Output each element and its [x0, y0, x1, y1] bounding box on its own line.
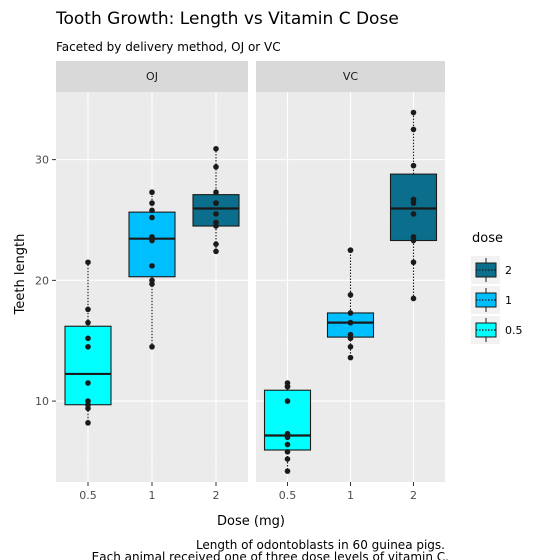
- data-point: [410, 196, 417, 203]
- y-tick-label: 20: [35, 274, 49, 287]
- data-point: [347, 331, 354, 338]
- legend-label: 2: [505, 264, 512, 277]
- facet-strip-label: OJ: [146, 70, 158, 83]
- y-tick-label: 10: [35, 395, 49, 408]
- box-group-2: [192, 145, 240, 255]
- data-point: [284, 449, 291, 455]
- legend-label: 1: [505, 294, 512, 307]
- box-body: [389, 173, 438, 242]
- data-point: [149, 263, 155, 269]
- data-point: [213, 200, 219, 206]
- chart-subtitle: Faceted by delivery method, OJ or VC: [56, 40, 281, 54]
- data-point: [347, 319, 354, 326]
- data-point: [410, 211, 417, 217]
- data-point: [213, 189, 219, 196]
- data-point: [213, 219, 219, 226]
- legend-label: 0.5: [505, 324, 523, 337]
- box-group-1: [326, 247, 375, 361]
- data-point: [347, 343, 354, 350]
- data-point: [213, 248, 219, 255]
- legend-item-1: 1: [471, 286, 512, 314]
- data-point: [284, 468, 291, 474]
- y-tick-label: 30: [35, 154, 49, 167]
- data-point: [410, 295, 417, 302]
- data-point: [347, 310, 354, 316]
- data-point: [85, 420, 91, 426]
- x-tick-label: 0.5: [279, 489, 297, 502]
- caption-line-1: Length of odontoblasts in 60 guinea pigs…: [196, 538, 445, 552]
- data-point: [347, 292, 354, 298]
- facet-strip: [256, 61, 445, 92]
- y-axis-label: Teeth length: [13, 234, 28, 316]
- data-point: [284, 430, 291, 437]
- legend: dose 2 1 0.5: [471, 231, 523, 344]
- data-point: [410, 162, 417, 169]
- data-point: [149, 234, 155, 240]
- data-point: [149, 189, 155, 196]
- x-tick-label: 1: [149, 489, 156, 502]
- data-point: [410, 109, 417, 116]
- data-point: [347, 354, 354, 361]
- chart-title: Tooth Growth: Length vs Vitamin C Dose: [55, 9, 399, 29]
- data-point: [149, 207, 155, 214]
- data-point: [149, 343, 155, 350]
- data-point: [85, 335, 91, 342]
- data-point: [85, 398, 91, 404]
- facet-panel-oj: OJ 0.5 1 2: [56, 61, 248, 502]
- facet-strip: [56, 61, 248, 92]
- data-point: [149, 214, 155, 221]
- legend-item-2: 2: [471, 256, 512, 284]
- box-group-1: [128, 189, 176, 350]
- data-point: [85, 343, 91, 350]
- box-group-0.5: [64, 259, 112, 426]
- box-group-2: [389, 109, 438, 302]
- data-point: [410, 259, 417, 266]
- x-tick-label: 2: [410, 489, 417, 502]
- data-point: [284, 398, 291, 404]
- plot-panels: OJ 0.5 1 2 VC 0.5 1 2 10 20 30: [35, 61, 445, 502]
- y-axis: 10 20 30: [35, 154, 56, 408]
- x-tick-label: 2: [213, 489, 220, 502]
- data-point: [149, 200, 155, 206]
- data-point: [213, 145, 219, 152]
- data-point: [85, 319, 91, 326]
- data-point: [284, 456, 291, 462]
- data-point: [284, 441, 291, 448]
- caption-line-2: Each animal received one of three dose l…: [92, 550, 449, 560]
- data-point: [213, 164, 219, 170]
- x-tick-label: 0.5: [79, 489, 97, 502]
- data-point: [347, 247, 354, 253]
- facet-strip-label: VC: [343, 70, 359, 83]
- data-point: [213, 211, 219, 217]
- data-point: [85, 259, 91, 266]
- data-point: [284, 380, 291, 386]
- legend-title: dose: [472, 231, 503, 246]
- box-group-0.5: [263, 380, 312, 474]
- facet-panel-vc: VC 0.5 1 2: [256, 61, 445, 502]
- data-point: [410, 126, 417, 133]
- data-point: [85, 380, 91, 386]
- x-tick-label: 1: [347, 489, 354, 502]
- legend-item-0.5: 0.5: [471, 316, 523, 344]
- data-point: [85, 306, 91, 313]
- data-point: [213, 241, 219, 247]
- data-point: [149, 277, 155, 284]
- x-axis-label: Dose (mg): [217, 514, 285, 529]
- data-point: [410, 234, 417, 240]
